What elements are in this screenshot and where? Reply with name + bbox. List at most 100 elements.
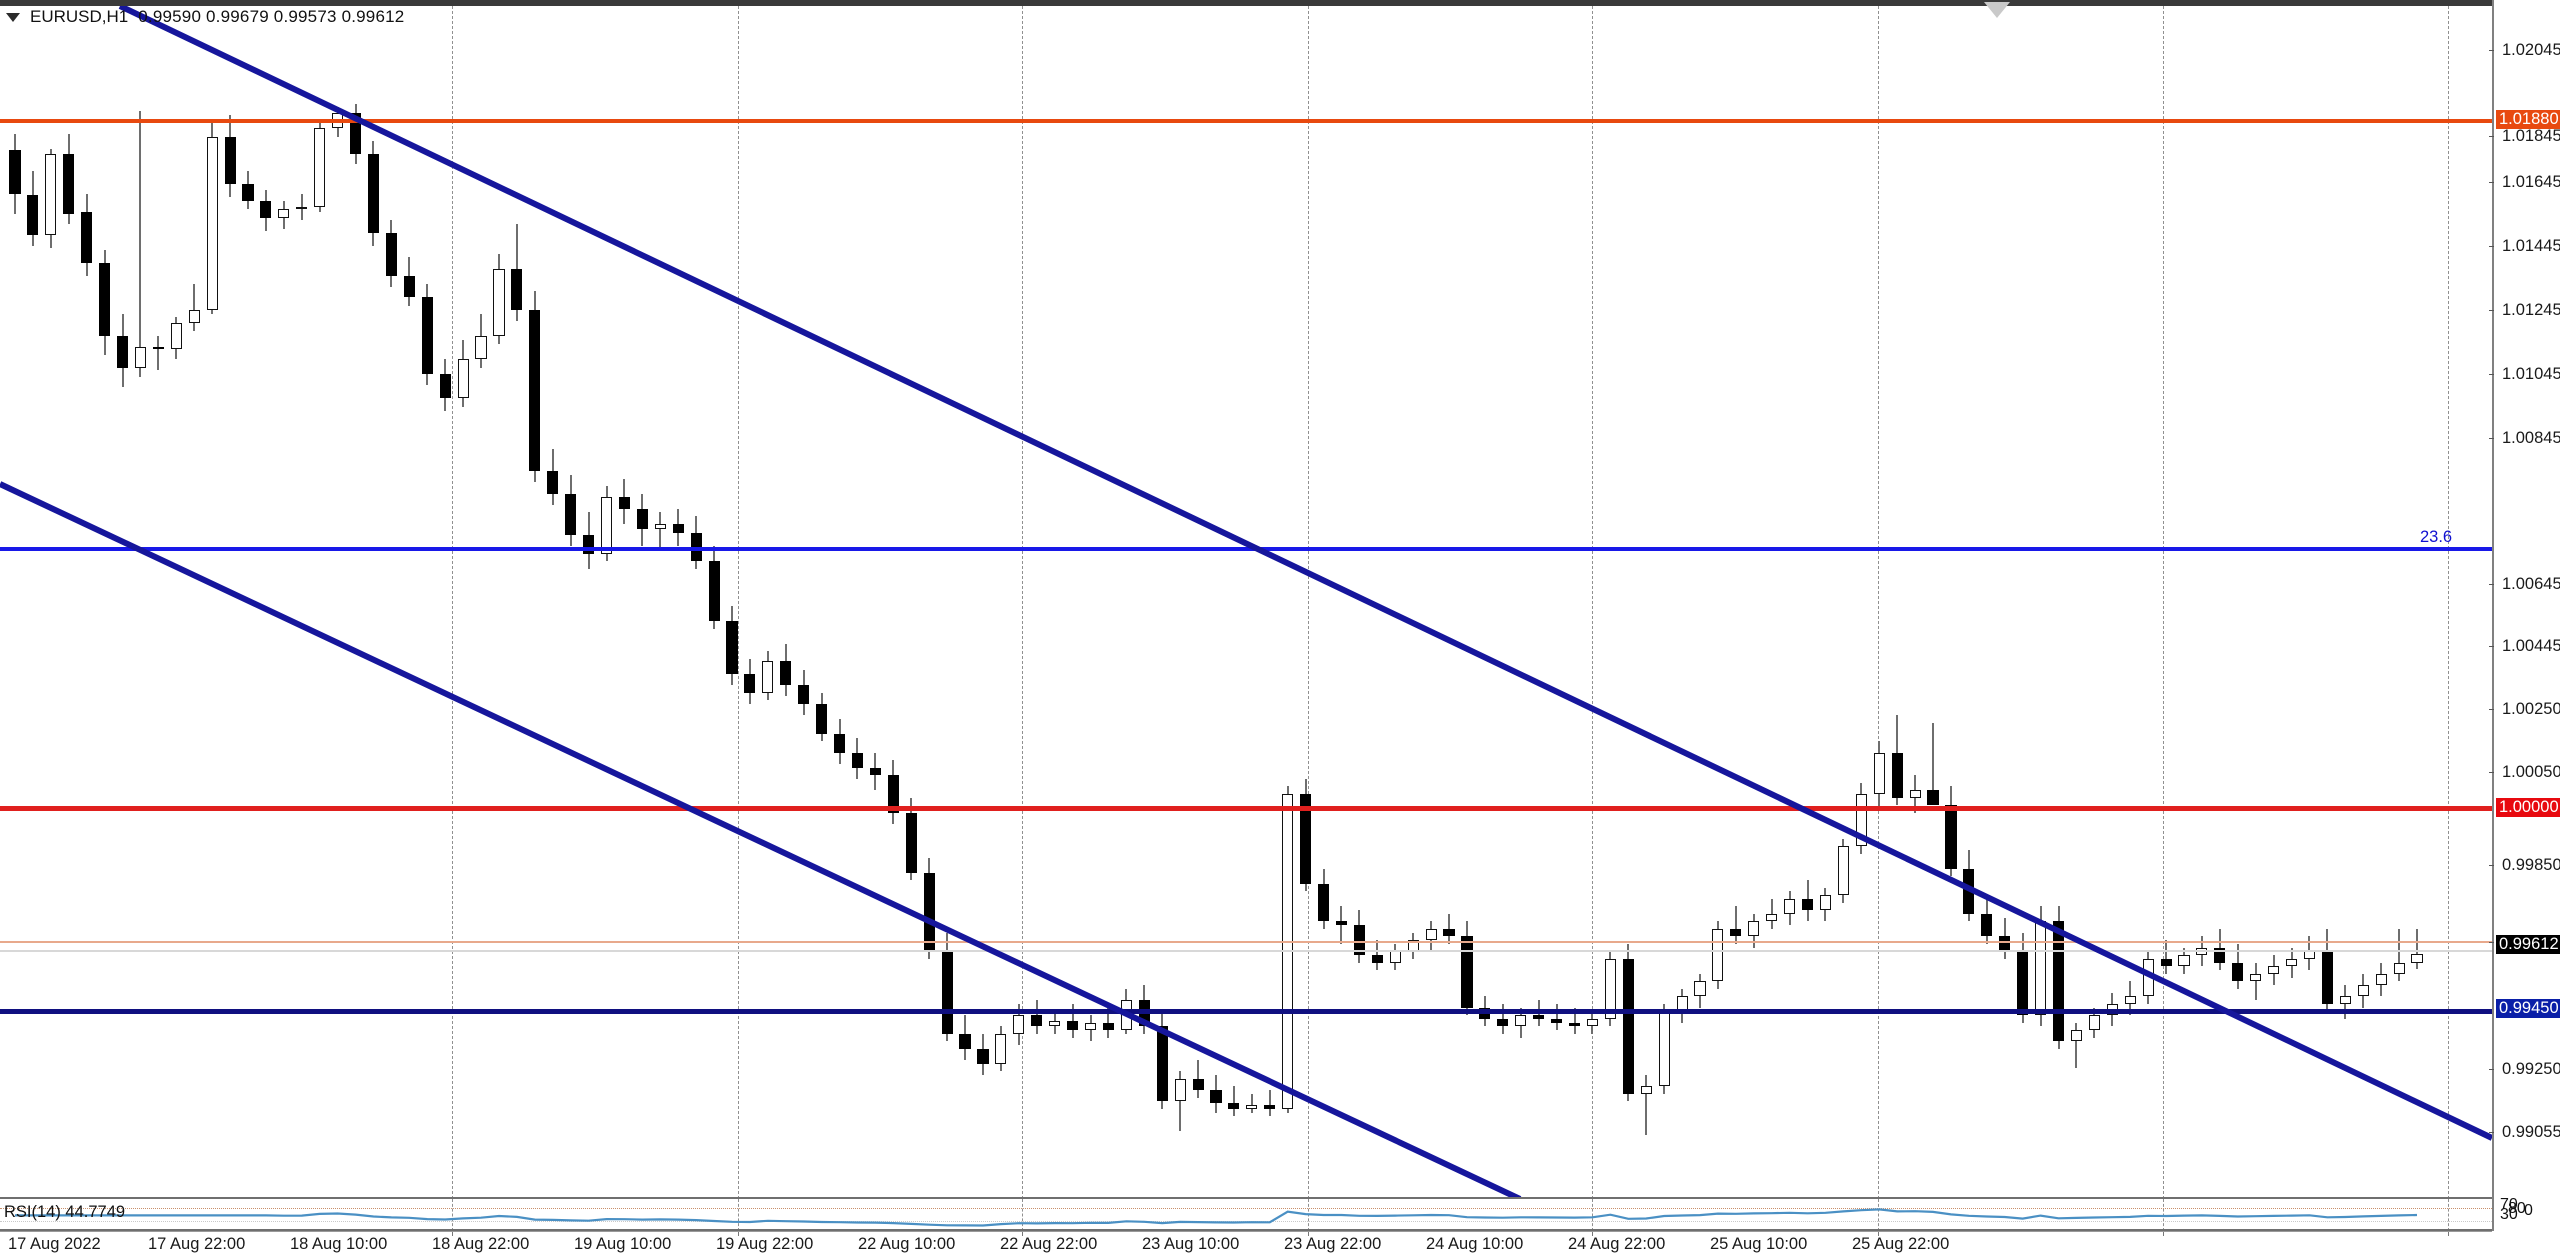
candle-body-bearish xyxy=(2232,962,2244,982)
faint-level-grey[interactable] xyxy=(0,950,2492,952)
candle-body-bearish xyxy=(99,262,111,337)
candle-body-bullish xyxy=(2088,1015,2100,1031)
gridline-vertical-5 xyxy=(1878,6,1879,1199)
candle-body-bearish xyxy=(1568,1022,1581,1027)
candle-wick xyxy=(1268,1090,1271,1117)
candle-body-bearish xyxy=(1192,1078,1204,1091)
candle-body-bullish xyxy=(2124,996,2136,1004)
price-badge-parity[interactable]: 1.00000 xyxy=(2496,798,2560,817)
price-axis-label: 1.01445 xyxy=(2502,237,2560,255)
candle-wick xyxy=(1107,1007,1110,1038)
candle-body-bearish xyxy=(421,296,433,374)
candle-body-bearish xyxy=(63,154,75,215)
candle-wick xyxy=(1573,1007,1576,1034)
candle-body-bullish xyxy=(1246,1105,1258,1109)
candle-body-bullish xyxy=(296,206,308,209)
candle-body-bearish xyxy=(1461,936,1473,1008)
candle-body-bearish xyxy=(547,471,559,494)
price-axis-label: 1.00250 xyxy=(2502,700,2560,718)
price-axis-label: 1.01845 xyxy=(2502,127,2560,145)
trendline-channel-upper[interactable] xyxy=(118,6,2492,1141)
candle-body-bullish xyxy=(2411,954,2423,963)
price-badge-resistance[interactable]: 1.01880 xyxy=(2496,110,2560,129)
candle-body-bearish xyxy=(511,268,523,310)
candle-body-bearish xyxy=(529,309,541,472)
faint-level-0.99650[interactable] xyxy=(0,941,2492,943)
price-axis[interactable]: 1.02045 1.01845 1.01645 1.01445 1.01245 1.010… xyxy=(2489,0,2560,1231)
candle-body-bearish xyxy=(1801,898,1814,911)
candle-body-bearish xyxy=(385,232,397,277)
rsi-line-svg xyxy=(15,1208,2418,1227)
candle-body-bullish xyxy=(2357,985,2369,997)
rsi-axis-label-0: 0 xyxy=(2524,1202,2533,1219)
candle-body-bullish xyxy=(1837,846,1849,896)
support-line-0.99450[interactable] xyxy=(0,1008,2492,1014)
rsi-axis-label-30: 30 xyxy=(2500,1206,2518,1223)
price-plot-area[interactable]: 23.6 xyxy=(0,6,2492,1199)
candle-body-bearish xyxy=(152,347,164,350)
time-axis-label: 24 Aug 10:00 xyxy=(1426,1235,1524,1253)
time-axis-label: 18 Aug 10:00 xyxy=(290,1235,388,1253)
chevron-down-icon[interactable] xyxy=(6,12,20,22)
candle-body-bearish xyxy=(618,497,630,509)
candle-body-bearish xyxy=(1300,793,1312,884)
candle-wick xyxy=(193,283,196,331)
candle-wick xyxy=(1250,1093,1253,1113)
time-axis-label: 24 Aug 22:00 xyxy=(1568,1235,1666,1253)
candle-body-bearish xyxy=(260,201,272,218)
price-badge-support[interactable]: 0.99450 xyxy=(2496,999,2560,1018)
candle-body-bearish xyxy=(1730,928,1742,937)
price-axis-tick xyxy=(2489,50,2494,51)
rsi-indicator-panel[interactable] xyxy=(0,1199,2492,1231)
time-axis-tick xyxy=(2448,1232,2449,1236)
candle-body-bullish xyxy=(1049,1020,1061,1027)
rsi-axis-label-80: 80 xyxy=(2508,1200,2526,1217)
price-badge-current[interactable]: 0.99612 xyxy=(2496,935,2560,954)
trendline-overlay xyxy=(0,6,2492,1199)
candle-body-bearish xyxy=(1927,790,1939,806)
candle-wick xyxy=(1340,906,1343,944)
gridline-vertical-4 xyxy=(1592,6,1593,1199)
candle-body-bearish xyxy=(116,336,129,368)
trendline-channel-lower[interactable] xyxy=(0,481,1522,1199)
candle-body-bullish xyxy=(1909,790,1921,798)
time-axis-tick xyxy=(2163,1232,2164,1236)
candle-body-bullish xyxy=(170,323,182,350)
candle-body-bearish xyxy=(367,154,380,233)
candle-wick xyxy=(2416,929,2419,970)
candle-body-bearish xyxy=(1353,925,1365,956)
price-axis-label: 1.01245 xyxy=(2502,301,2560,319)
candle-body-bearish xyxy=(672,523,684,534)
rsi-gridline-0 xyxy=(452,1199,453,1231)
candle-body-bullish xyxy=(1873,752,1885,794)
candle-body-bearish xyxy=(636,508,648,530)
resistance-line-1.01880[interactable] xyxy=(0,119,2492,123)
candle-body-bullish xyxy=(45,154,57,235)
time-axis[interactable]: 17 Aug 2022 17 Aug 22:00 18 Aug 10:00 18 Au… xyxy=(0,1231,2492,1255)
candle-body-bearish xyxy=(1228,1103,1240,1109)
candle-body-bearish xyxy=(708,561,720,622)
gridline-vertical-3 xyxy=(1308,6,1309,1199)
candle-body-bearish xyxy=(798,685,810,704)
candle-body-bearish xyxy=(1497,1018,1509,1027)
rsi-gridline-4 xyxy=(1592,1199,1593,1231)
candle-body-bearish xyxy=(816,703,828,734)
candle-body-bullish xyxy=(2393,962,2405,974)
candle-body-bearish xyxy=(224,137,236,185)
price-axis-tick xyxy=(2489,584,2494,585)
rsi-title-label: RSI(14) 44.7749 xyxy=(4,1203,126,1221)
candle-body-bullish xyxy=(1084,1022,1097,1031)
candle-body-bearish xyxy=(1264,1105,1276,1109)
candle-body-bullish xyxy=(2070,1030,2082,1042)
candle-body-bearish xyxy=(780,660,792,686)
price-axis-label: 1.01645 xyxy=(2502,173,2560,191)
fib-line-23.6[interactable] xyxy=(0,547,2492,551)
parity-line-1.00000[interactable] xyxy=(0,805,2492,811)
candle-body-bullish xyxy=(1515,1015,1527,1027)
candle-body-bearish xyxy=(869,767,881,776)
candle-wick xyxy=(157,336,160,370)
candle-body-bullish xyxy=(475,336,487,359)
candle-wick xyxy=(1071,1003,1074,1038)
candle-body-bearish xyxy=(565,493,577,535)
candle-body-bearish xyxy=(242,184,254,202)
